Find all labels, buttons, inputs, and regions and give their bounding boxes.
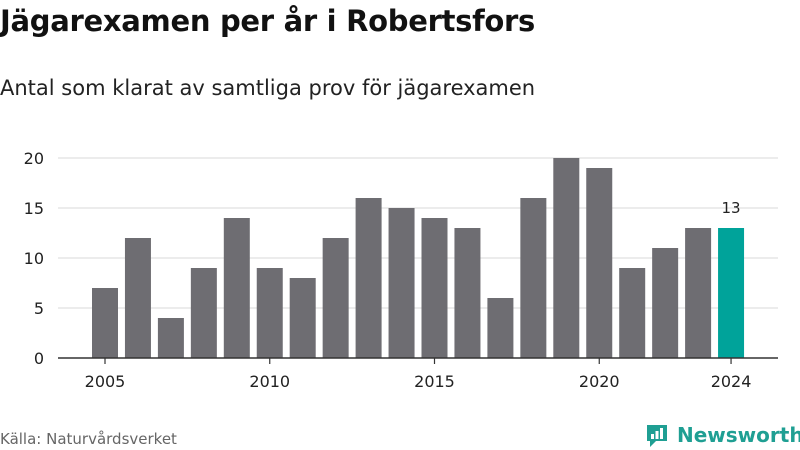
bar-2016 (454, 228, 481, 358)
bar-2012 (322, 238, 349, 358)
bar-chart: 0 5 10 15 20 2005 2010 2015 2020 2024 13 (24, 149, 778, 391)
bar-2005 (92, 288, 118, 358)
x-tick-label: 2015 (414, 372, 455, 391)
y-tick-label: 20 (24, 149, 44, 168)
bar-2014 (388, 208, 415, 358)
bar-2021 (619, 268, 646, 358)
bar-2013 (355, 198, 382, 358)
bar-2011 (289, 278, 316, 358)
bar-2007 (157, 318, 184, 358)
bar-2008 (190, 268, 217, 358)
x-tick-label: 2010 (249, 372, 290, 391)
bar-2017 (487, 298, 514, 358)
bar-2020 (586, 168, 613, 358)
y-tick-label: 10 (24, 249, 44, 268)
x-tick-label: 2005 (85, 372, 126, 391)
x-tick-label: 2020 (579, 372, 620, 391)
y-tick-label: 5 (34, 299, 44, 318)
data-label-highlight: 13 (722, 199, 741, 217)
brand-logo: Newsworthy (644, 420, 800, 450)
bar-2024 (718, 228, 745, 358)
y-tick-label: 0 (34, 349, 44, 368)
x-tick-label: 2024 (711, 372, 752, 391)
bar-2019 (553, 158, 580, 358)
chart-title: Jägarexamen per år i Robertsfors (0, 4, 535, 38)
y-tick-label: 15 (24, 199, 44, 218)
bar-2015 (421, 218, 448, 358)
bar-2022 (652, 248, 679, 358)
bar-2010 (256, 268, 283, 358)
bar-2006 (124, 238, 151, 358)
bar-2018 (520, 198, 547, 358)
source-note: Källa: Naturvårdsverket (0, 430, 177, 448)
bar-2009 (223, 218, 250, 358)
newsworthy-logo-icon (647, 425, 667, 447)
chart-subtitle: Antal som klarat av samtliga prov för jä… (0, 76, 536, 100)
brand-name: Newsworthy (677, 423, 800, 447)
bar-2023 (685, 228, 712, 358)
